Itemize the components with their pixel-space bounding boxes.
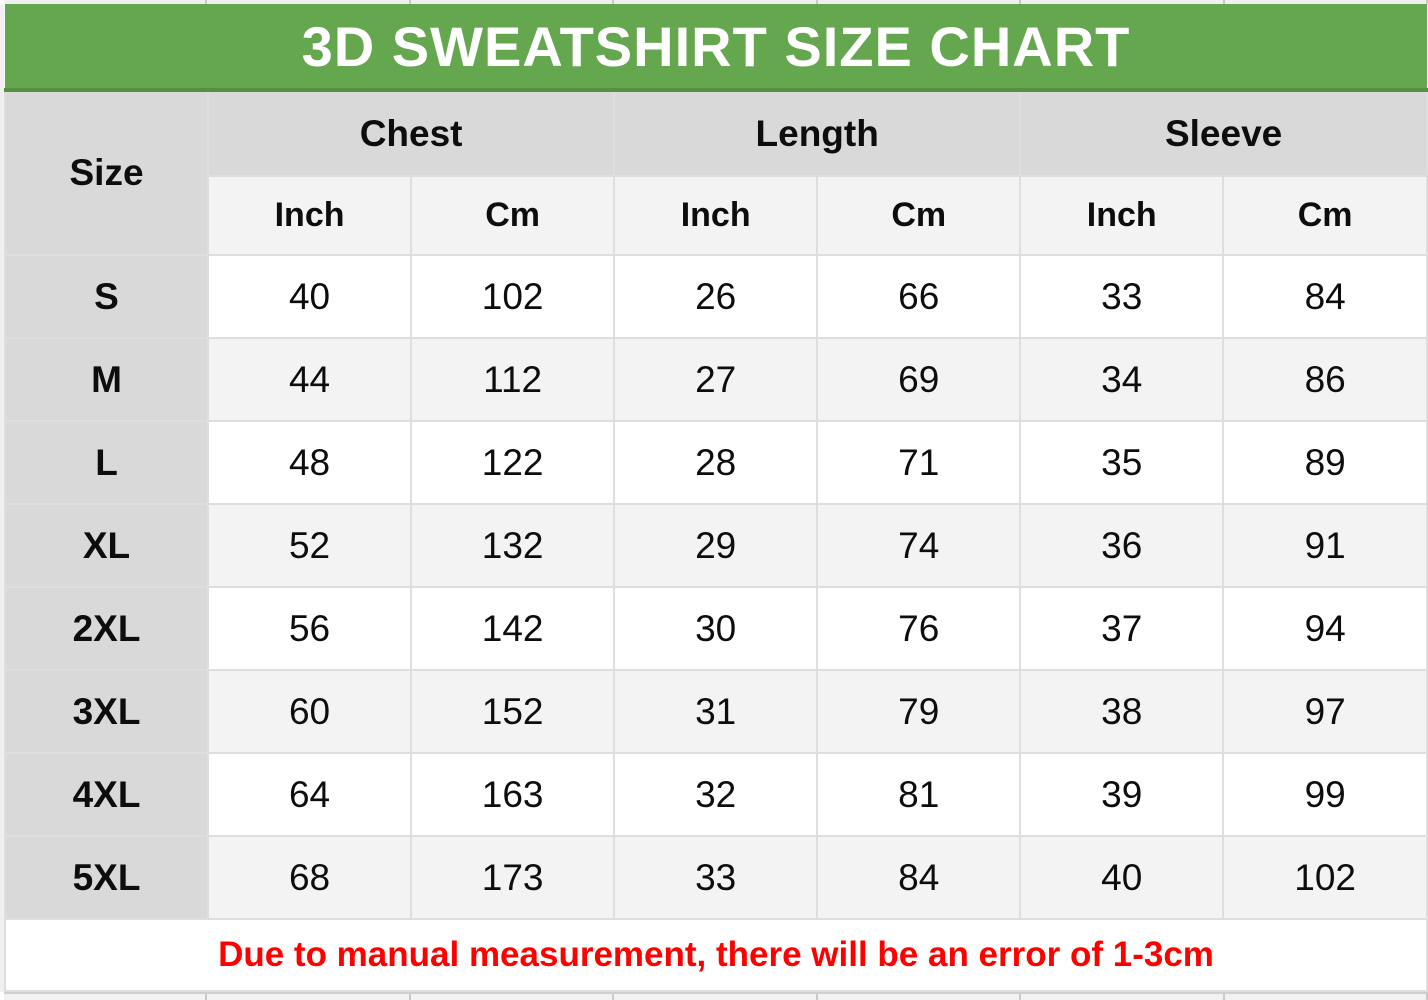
length-cm-value: 81 [816, 752, 1022, 837]
chest-cm-value: 142 [410, 586, 616, 671]
length-inch-value: 32 [613, 752, 819, 837]
sleeve-cm-value: 89 [1222, 420, 1428, 505]
chest-cm-value: 173 [410, 835, 616, 920]
chest-inch-value: 60 [207, 669, 413, 754]
size-label: XL [3, 503, 210, 588]
sheet-edge-cell [817, 0, 1022, 4]
sheet-edge-cell [4, 994, 208, 1000]
sheet-edge-cell [817, 994, 1022, 1000]
sleeve-cm-value: 86 [1222, 337, 1428, 422]
chest-inch-value: 64 [207, 752, 413, 837]
chest-inch-value: 52 [207, 503, 413, 588]
measurement-note: Due to manual measurement, there will be… [4, 918, 1428, 992]
chest-inch-value: 68 [207, 835, 413, 920]
sleeve-cm-header: Cm [1222, 175, 1428, 256]
length-inch-header: Inch [613, 175, 819, 256]
chest-inch-value: 48 [207, 420, 413, 505]
chest-inch-value: 40 [207, 254, 413, 339]
sheet-edge-cell [614, 994, 818, 1000]
chest-cm-value: 122 [410, 420, 616, 505]
sheet-edge-cell [207, 0, 411, 4]
table-row-3xl: 3XL 60 152 31 79 38 97 [3, 669, 1428, 754]
sleeve-cm-value: 97 [1222, 669, 1428, 754]
sheet-edge-cell [410, 994, 615, 1000]
chest-inch-value: 56 [207, 586, 413, 671]
sheet-edge-cell [1224, 994, 1428, 1000]
size-column-header: Size [3, 89, 210, 256]
sheet-edge-cell [614, 0, 818, 4]
chest-cm-value: 102 [410, 254, 616, 339]
sleeve-group-header: Sleeve [1019, 89, 1428, 177]
title-row: 3D SWEATSHIRT SIZE CHART [5, 4, 1427, 92]
sleeve-inch-value: 39 [1019, 752, 1225, 837]
table-row-s: S 40 102 26 66 33 84 [3, 254, 1428, 339]
length-cm-header: Cm [816, 175, 1022, 256]
length-inch-value: 31 [613, 669, 819, 754]
length-inch-value: 27 [613, 337, 819, 422]
sheet-edge-cell [207, 994, 411, 1000]
chest-group-header: Chest [207, 89, 616, 177]
sheet-edge-cell [1021, 0, 1225, 4]
length-inch-value: 29 [613, 503, 819, 588]
table-row-m: M 44 112 27 69 34 86 [3, 337, 1428, 422]
sleeve-cm-value: 102 [1222, 835, 1428, 920]
sheet-top-edge-cells [4, 0, 1428, 4]
length-group-header: Length [613, 89, 1022, 177]
sheet-edge-cell [1224, 0, 1428, 4]
sleeve-cm-value: 84 [1222, 254, 1428, 339]
sleeve-inch-value: 38 [1019, 669, 1225, 754]
table-row-xl: XL 52 132 29 74 36 91 [3, 503, 1428, 588]
sleeve-inch-value: 36 [1019, 503, 1225, 588]
length-inch-value: 26 [613, 254, 819, 339]
length-cm-value: 76 [816, 586, 1022, 671]
chest-cm-value: 152 [410, 669, 616, 754]
sheet-edge-cell [1021, 994, 1225, 1000]
length-cm-value: 71 [816, 420, 1022, 505]
length-inch-value: 30 [613, 586, 819, 671]
unit-header-row: Inch Cm Inch Cm Inch Cm [5, 175, 1428, 256]
chest-inch-header: Inch [207, 175, 413, 256]
table-row-2xl: 2XL 56 142 30 76 37 94 [3, 586, 1428, 671]
sleeve-cm-value: 94 [1222, 586, 1428, 671]
length-inch-value: 33 [613, 835, 819, 920]
length-inch-value: 28 [613, 420, 819, 505]
size-chart-table: 3D SWEATSHIRT SIZE CHART Size Chest Leng… [3, 4, 1428, 992]
sleeve-inch-value: 35 [1019, 420, 1225, 505]
length-cm-value: 66 [816, 254, 1022, 339]
measurement-note-row: Due to manual measurement, there will be… [4, 918, 1428, 992]
size-label: L [3, 420, 210, 505]
sheet-edge-cell [410, 0, 615, 4]
sheet-left-edge-cells [0, 4, 4, 992]
size-label: M [3, 337, 210, 422]
chart-title: 3D SWEATSHIRT SIZE CHART [5, 4, 1427, 92]
sleeve-inch-value: 37 [1019, 586, 1225, 671]
size-label: 4XL [3, 752, 210, 837]
table-row-l: L 48 122 28 71 35 89 [3, 420, 1428, 505]
size-label: 5XL [3, 835, 210, 920]
length-cm-value: 84 [816, 835, 1022, 920]
chest-cm-value: 163 [410, 752, 616, 837]
sheet-bottom-edge-cells [4, 992, 1428, 1000]
sleeve-cm-value: 91 [1222, 503, 1428, 588]
table-row-5xl: 5XL 68 173 33 84 40 102 [3, 835, 1428, 920]
table-row-4xl: 4XL 64 163 32 81 39 99 [3, 752, 1428, 837]
length-cm-value: 69 [816, 337, 1022, 422]
group-header-row: Size Chest Length Sleeve [3, 89, 1428, 256]
sleeve-cm-value: 99 [1222, 752, 1428, 837]
chest-cm-value: 112 [410, 337, 616, 422]
size-label: 3XL [3, 669, 210, 754]
chest-cm-value: 132 [410, 503, 616, 588]
size-label: S [3, 254, 210, 339]
sleeve-inch-value: 34 [1019, 337, 1225, 422]
sleeve-inch-value: 40 [1019, 835, 1225, 920]
sleeve-inch-value: 33 [1019, 254, 1225, 339]
length-cm-value: 74 [816, 503, 1022, 588]
size-label: 2XL [3, 586, 210, 671]
length-cm-value: 79 [816, 669, 1022, 754]
chest-cm-header: Cm [410, 175, 616, 256]
chest-inch-value: 44 [207, 337, 413, 422]
sleeve-inch-header: Inch [1019, 175, 1225, 256]
sheet-edge-cell [4, 0, 208, 4]
